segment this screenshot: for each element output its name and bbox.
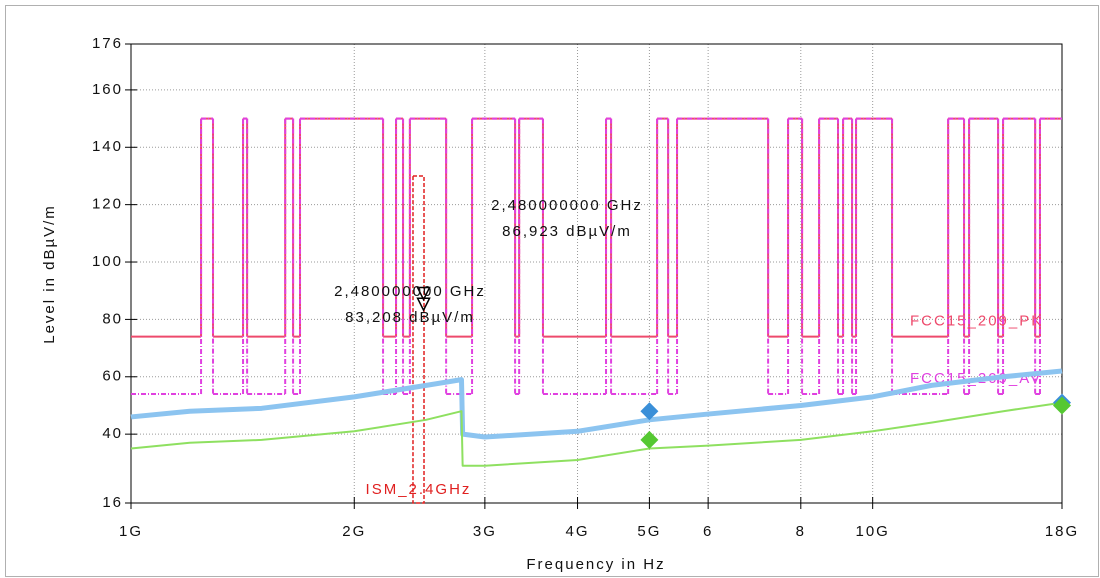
marker — [640, 430, 659, 449]
y-tick-label: 140 — [92, 138, 123, 155]
y-tick-label: 120 — [92, 196, 123, 213]
y-tick-label: 80 — [102, 310, 123, 327]
y-tick-label: 16 — [102, 494, 123, 511]
annotation-frequency: 2,480000000 GHz — [491, 197, 643, 214]
trace — [130, 401, 1063, 467]
x-tick-label: 8 — [796, 523, 806, 540]
marker — [640, 402, 659, 421]
y-tick-label: 60 — [102, 368, 123, 385]
band-label: ISM_2.4GHz — [366, 481, 472, 498]
plot-border — [130, 43, 1063, 504]
marker — [1053, 396, 1071, 415]
y-tick-label: 100 — [92, 253, 123, 270]
y-tick-label: 176 — [92, 35, 123, 52]
x-tick-label: 4G — [566, 523, 590, 540]
y-tick-label: 40 — [102, 425, 123, 442]
limit-label: FCC15_209_PK — [910, 313, 1043, 330]
x-tick-label: 18G — [1045, 523, 1079, 540]
frame — [5, 5, 1099, 577]
x-tick-label: 1G — [119, 523, 143, 540]
annotation-marker — [416, 286, 431, 302]
x-axis-label: Frequency in Hz — [526, 556, 665, 573]
x-tick-label: 6 — [703, 523, 713, 540]
y-axis-label: Level in dBµV/m — [41, 204, 58, 344]
band — [412, 175, 425, 504]
x-tick-label: 10G — [855, 523, 889, 540]
annotation-frequency: 2,480000000 GHz — [334, 283, 486, 300]
x-tick-label: 2G — [342, 523, 366, 540]
x-tick-label: 3G — [473, 523, 497, 540]
annotation-marker — [416, 297, 431, 312]
y-tick-label: 160 — [92, 81, 123, 98]
trace — [130, 368, 1063, 440]
annotation-level: 86,923 dBµV/m — [502, 223, 632, 240]
x-tick-label: 5G — [637, 523, 661, 540]
annotation-level: 83,208 dBµV/m — [345, 309, 475, 326]
